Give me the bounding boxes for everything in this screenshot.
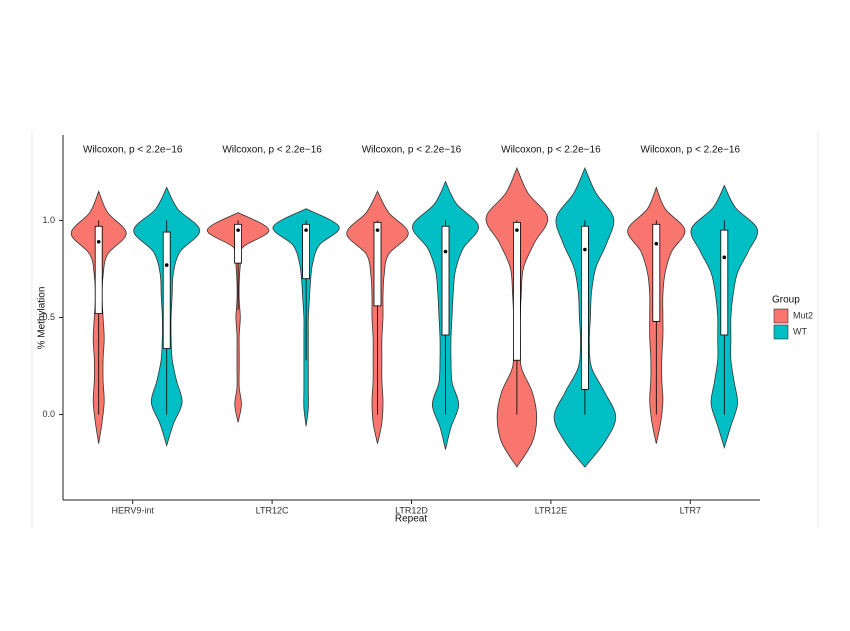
x-tick-label: LTR12D xyxy=(395,505,428,515)
median xyxy=(583,247,587,252)
annotation: Wilcoxon, p < 2.2e−16 xyxy=(83,145,183,156)
legend-title: Group xyxy=(772,295,800,306)
y-tick-label: 1.0 xyxy=(42,215,55,225)
y-axis-title: % Methylation xyxy=(37,287,48,350)
box xyxy=(652,223,661,322)
median xyxy=(443,249,448,254)
x-tick-label: HERV9-int xyxy=(112,505,155,515)
box xyxy=(720,229,729,336)
legend-swatch xyxy=(773,308,789,324)
median xyxy=(164,263,169,267)
box xyxy=(373,221,382,307)
median xyxy=(654,241,659,246)
legend-label: WT xyxy=(793,326,807,336)
legend-label: Mut2 xyxy=(793,310,813,320)
box xyxy=(302,223,311,280)
violin xyxy=(206,212,270,423)
box xyxy=(234,223,243,264)
median xyxy=(722,255,727,260)
annotation: Wilcoxon, p < 2.2e−16 xyxy=(362,145,462,156)
box xyxy=(441,225,450,336)
x-axis-title: Repeat xyxy=(395,514,427,525)
x-tick-label: LTR7 xyxy=(680,505,701,515)
legend-swatch xyxy=(773,324,789,340)
y-tick-label: 0.0 xyxy=(42,409,55,419)
box xyxy=(581,225,589,390)
y-tick-label: 0.5 xyxy=(42,312,55,322)
median xyxy=(236,228,240,232)
median xyxy=(515,228,519,232)
annotation: Wilcoxon, p < 2.2e−16 xyxy=(222,145,322,156)
box xyxy=(513,221,521,361)
annotation: Wilcoxon, p < 2.2e−16 xyxy=(641,145,741,156)
median xyxy=(304,228,308,232)
annotation: Wilcoxon, p < 2.2e−16 xyxy=(501,145,601,156)
x-tick-label: LTR12E xyxy=(535,505,567,515)
box xyxy=(162,231,171,349)
x-tick-label: LTR12C xyxy=(256,505,289,515)
box xyxy=(94,225,103,315)
median xyxy=(96,239,101,244)
median xyxy=(375,228,380,232)
